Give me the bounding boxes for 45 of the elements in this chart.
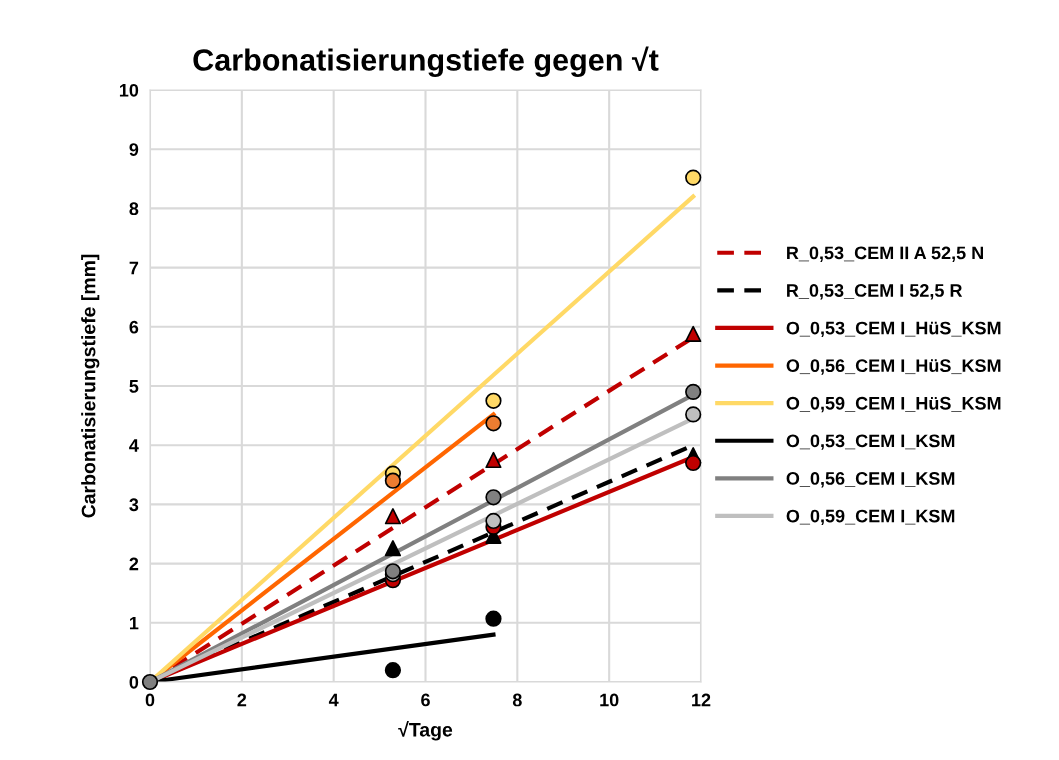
x-tick-label: 6: [421, 693, 430, 707]
y-tick-label: 4: [129, 439, 139, 452]
y-tick-label: 1: [129, 616, 139, 630]
x-tick-label: 10: [600, 693, 619, 707]
x-axis-title: √Tage: [398, 721, 453, 741]
point: [485, 512, 502, 530]
y-tick-label: 10: [119, 83, 139, 97]
point: [685, 325, 702, 343]
point: [384, 662, 402, 679]
x-tick-label: 8: [512, 693, 522, 707]
legend-label: R_0,53_CEM I 52,5 R: [787, 284, 963, 300]
legend-label: O_0,59_CEM I_KSM: [786, 509, 955, 526]
y-tick-label: 8: [129, 202, 139, 216]
point: [485, 415, 502, 432]
chart-title: Carbonatisierungstiefe gegen √t: [193, 46, 659, 78]
legend-label: R_0,53_CEM II A 52,5 N: [787, 246, 983, 262]
x-tick-label: 12: [692, 693, 711, 707]
legend-label: O_0,56_CEM I_HüS_KSM: [786, 359, 1001, 375]
point: [141, 673, 159, 691]
legend-label: O_0,53_CEM I_KSM: [786, 434, 955, 450]
point: [685, 169, 702, 186]
y-tick-label: 5: [129, 380, 139, 393]
x-tick-label: 4: [328, 693, 339, 707]
point: [485, 610, 502, 627]
x-tick-label: 0: [145, 693, 155, 707]
y-tick-label: 3: [129, 498, 139, 512]
legend-label: O_0,59_CEM I_HüS_KSM: [786, 396, 1001, 413]
y-tick-label: 9: [129, 143, 139, 156]
legend-label: O_0,53_CEM I_HüS_KSM: [786, 321, 1001, 338]
point: [384, 472, 402, 489]
point: [485, 392, 502, 409]
point: [685, 454, 702, 472]
y-tick-label: 2: [129, 557, 139, 571]
point: [384, 540, 402, 557]
y-axis-title: Carbonatisierungstiefe [mm]: [81, 254, 100, 518]
y-tick-label: 7: [129, 261, 139, 275]
point: [685, 406, 702, 423]
legend-label: O_0,56_CEM I_KSM: [786, 472, 955, 488]
point: [485, 451, 502, 469]
point: [685, 383, 702, 401]
point: [384, 508, 402, 525]
y-tick-label: 0: [129, 675, 139, 689]
point: [485, 489, 502, 506]
y-tick-label: 6: [129, 320, 139, 334]
x-tick-label: 2: [237, 693, 247, 707]
